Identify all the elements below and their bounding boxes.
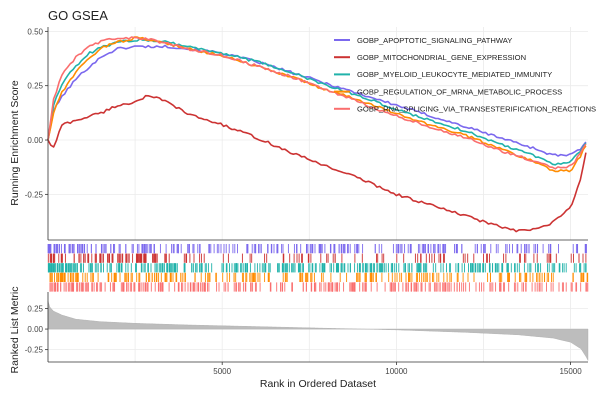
- es-curve-line: [47, 36, 587, 170]
- x-tick-label: 10000: [385, 367, 408, 376]
- x-tick-label: 5000: [213, 367, 231, 376]
- es-tick-label: 0.50: [27, 27, 43, 36]
- metric-tick-label: 0.25: [27, 304, 43, 313]
- es-tick-label: 0.25: [27, 82, 43, 91]
- legend: GOBP_APOPTOTIC_SIGNALING_PATHWAY GOBP_MIT…: [334, 36, 596, 114]
- es-curve-line: [47, 94, 587, 233]
- x-axis-ticks: 5000 10000 15000: [213, 362, 582, 376]
- es-y-ticks: 0.50 0.25 0.00 -0.25: [25, 27, 48, 199]
- legend-label: GOBP_MITOCHONDRIAL_GENE_EXPRESSION: [357, 53, 526, 62]
- metric-y-ticks: 0.25 0.00 -0.25: [25, 304, 48, 355]
- ranked-metric-panel: [47, 292, 589, 362]
- es-curve-line: [47, 38, 587, 166]
- legend-label: GOBP_APOPTOTIC_SIGNALING_PATHWAY: [357, 36, 512, 45]
- metric-axis-title: Ranked List Metric: [9, 287, 21, 374]
- legend-label: GOBP_RNA_SPLICING_VIA_TRANSESTERIFICATIO…: [357, 105, 596, 114]
- metric-tick-label: -0.25: [25, 346, 44, 355]
- x-tick-label: 15000: [559, 367, 582, 376]
- legend-label: GOBP_REGULATION_OF_MRNA_METABOLIC_PROCES…: [357, 87, 562, 96]
- metric-area: [47, 301, 589, 361]
- gene-hit-rugs: [47, 244, 589, 292]
- es-axis-title: Running Enrichment Score: [9, 80, 21, 206]
- es-tick-label: 0.00: [27, 136, 43, 145]
- es-curve-line: [47, 44, 587, 157]
- axis-lines: [47, 27, 588, 363]
- chart-title: GO GSEA: [48, 8, 108, 23]
- es-curves: [47, 36, 587, 233]
- x-axis-title: Rank in Ordered Dataset: [260, 378, 376, 390]
- metric-tick-label: 0.00: [27, 325, 43, 334]
- es-tick-label: -0.25: [25, 190, 44, 199]
- legend-label: GOBP_MYELOID_LEUKOCYTE_MEDIATED_IMMUNITY: [357, 70, 552, 79]
- es-panel-grid: [48, 27, 588, 240]
